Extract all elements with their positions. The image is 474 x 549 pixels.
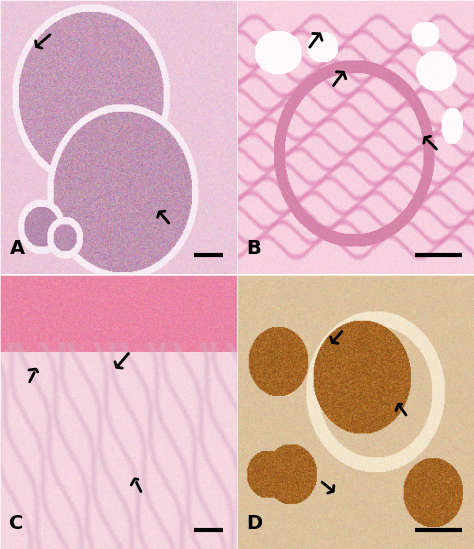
Text: D: D [246,513,263,533]
Text: A: A [9,239,25,258]
Text: B: B [246,239,261,258]
Text: C: C [9,513,24,533]
